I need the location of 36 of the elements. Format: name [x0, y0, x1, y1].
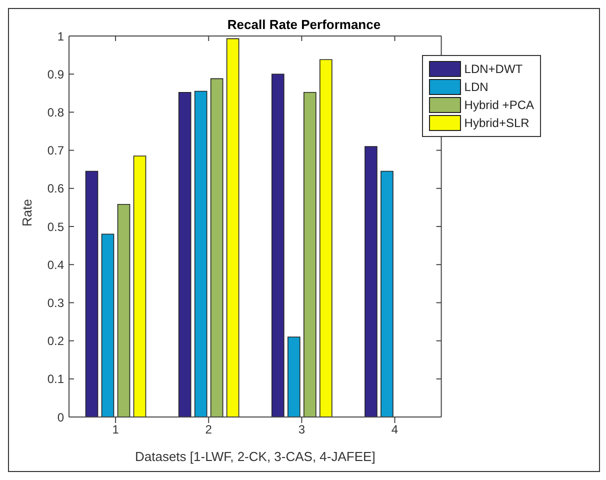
bar	[210, 78, 224, 417]
x-tick-label: 4	[391, 422, 398, 437]
chart-title: Recall Rate Performance	[227, 17, 381, 32]
legend-label: Hybrid+SLR	[464, 115, 530, 132]
legend-label: LDN	[464, 79, 488, 96]
y-tick-label: 0.2	[47, 334, 64, 348]
y-tick-label: 1	[57, 29, 64, 44]
bar	[101, 234, 114, 417]
y-tick-label: 0.9	[47, 67, 64, 82]
y-tick-label: 0.1	[47, 372, 64, 386]
y-tick-label: 0.5	[47, 220, 64, 234]
y-tick-label: 0.4	[47, 258, 64, 272]
x-tick-label: 1	[112, 422, 120, 437]
bar	[320, 59, 332, 417]
x-tick-label: 2	[205, 422, 212, 437]
y-axis-title: Rate	[20, 199, 35, 226]
bar	[380, 170, 394, 417]
y-tick-label: 0	[57, 410, 64, 424]
x-axis-title: Datasets [1-LWF, 2-CK, 3-CAS, 4-JAFEE]	[134, 449, 376, 464]
bar	[226, 38, 240, 417]
bar	[117, 204, 130, 417]
bar	[85, 170, 98, 417]
bar	[133, 156, 146, 417]
bar	[304, 92, 316, 417]
bar	[364, 146, 378, 417]
y-tick-label: 0.7	[47, 144, 64, 158]
x-tick-label: 3	[298, 422, 306, 437]
bar	[272, 74, 284, 417]
legend-label: Hybrid +PCA	[464, 97, 534, 114]
bar	[178, 92, 192, 417]
bar	[194, 90, 208, 417]
legend-label: LDN+DWT	[464, 61, 523, 78]
bar	[288, 336, 300, 417]
y-tick-label: 0.3	[47, 296, 64, 310]
y-tick-label: 0.8	[47, 105, 64, 120]
y-tick-label: 0.6	[47, 182, 64, 196]
